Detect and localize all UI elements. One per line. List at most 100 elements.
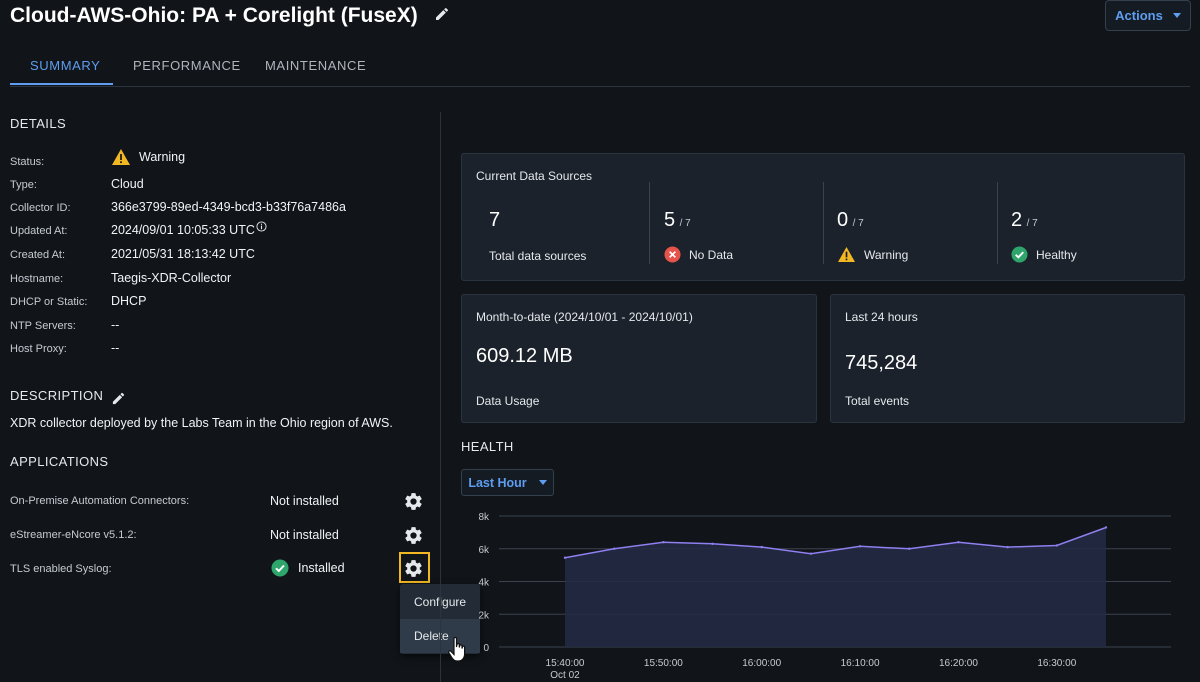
- description-heading-text: DESCRIPTION: [10, 388, 104, 403]
- gear-icon[interactable]: [403, 525, 424, 546]
- chevron-down-icon: [1172, 13, 1181, 18]
- app-label-syslog: TLS enabled Syslog:: [10, 563, 112, 575]
- data-sources-card: Current Data Sources 7 Total data source…: [461, 153, 1185, 281]
- usage-card: Month-to-date (2024/10/01 - 2024/10/01) …: [461, 294, 817, 423]
- events-label: Total events: [845, 394, 910, 408]
- warning-count: 0 / 7: [837, 209, 864, 232]
- error-circle-icon: [664, 246, 681, 263]
- gear-icon[interactable]: [403, 558, 424, 579]
- check-circle-icon: [271, 559, 289, 577]
- no-data-denominator: / 7: [679, 218, 691, 229]
- tab-performance[interactable]: PERFORMANCE: [133, 58, 241, 73]
- data-point: [809, 552, 813, 555]
- actions-label: Actions: [1115, 8, 1163, 23]
- column-divider: [440, 112, 441, 682]
- gear-focus-highlight: [399, 552, 430, 583]
- created-at-label: Created At:: [10, 249, 66, 261]
- x-tick-label: 15:40:00: [546, 658, 585, 669]
- time-range-label: Last Hour: [468, 475, 527, 490]
- total-sources-label: Total data sources: [489, 249, 587, 263]
- page-title: Cloud-AWS-Ohio: PA + Corelight (FuseX): [10, 4, 450, 28]
- hostname-label: Hostname:: [10, 273, 64, 285]
- data-sources-title: Current Data Sources: [476, 169, 593, 183]
- separator: [649, 182, 650, 264]
- health-heading: HEALTH: [461, 439, 514, 454]
- data-point: [957, 541, 960, 544]
- details-heading: DETAILS: [10, 116, 67, 131]
- usage-value: 609.12 MB: [476, 345, 573, 367]
- actions-button[interactable]: Actions: [1105, 0, 1191, 31]
- data-point: [1104, 526, 1108, 529]
- data-point: [858, 545, 862, 548]
- events-card: Last 24 hours 745,284 Total events: [830, 294, 1185, 423]
- no-data-label: No Data: [689, 247, 734, 262]
- status-value: Warning: [111, 148, 185, 166]
- events-value: 745,284: [845, 352, 918, 374]
- active-tab-indicator: [10, 83, 113, 85]
- check-circle-icon: [1011, 246, 1028, 263]
- description-text: XDR collector deployed by the Labs Team …: [10, 416, 393, 430]
- y-tick-label: 6k: [478, 545, 490, 556]
- pencil-icon[interactable]: [111, 391, 126, 406]
- collector-id-value: 366e3799-89ed-4349-bcd3-b33f76a7486a: [111, 200, 346, 214]
- applications-heading: APPLICATIONS: [10, 454, 109, 469]
- warning-label: Warning: [864, 247, 909, 262]
- updated-at-value: 2024/09/01 10:05:33 UTC: [111, 221, 267, 237]
- healthy-label: Healthy: [1036, 247, 1077, 262]
- app-label-estreamer: eStreamer-eNcore v5.1.2:: [10, 529, 137, 541]
- healthy-number: 2: [1011, 209, 1023, 231]
- x-tick-label: 16:20:00: [939, 658, 978, 669]
- hand-cursor-icon: [448, 636, 466, 662]
- healthy-count: 2 / 7: [1011, 209, 1038, 232]
- pencil-icon[interactable]: [434, 4, 450, 28]
- data-point: [563, 556, 567, 559]
- x-date-label: Oct 02: [550, 670, 580, 681]
- warning-number: 0: [837, 209, 849, 231]
- x-tick-label: 16:10:00: [841, 658, 880, 669]
- created-at-value: 2021/05/31 18:13:42 UTC: [111, 247, 255, 261]
- dhcp-value: DHCP: [111, 294, 147, 308]
- warning-status: Warning: [837, 246, 908, 263]
- y-tick-label: 4k: [478, 578, 490, 589]
- app-label-automation: On-Premise Automation Connectors:: [10, 495, 190, 507]
- status-text: Warning: [139, 150, 186, 164]
- hostname-value: Taegis-XDR-Collector: [111, 271, 232, 285]
- data-point: [612, 547, 616, 550]
- warning-icon: [112, 149, 130, 165]
- usage-title: Month-to-date (2024/10/01 - 2024/10/01): [476, 310, 693, 324]
- total-sources-count: 7: [489, 209, 501, 231]
- app-status-automation: Not installed: [270, 494, 339, 508]
- dhcp-label: DHCP or Static:: [10, 296, 88, 308]
- tab-bar: SUMMARY PERFORMANCE MAINTENANCE: [10, 48, 1190, 87]
- x-tick-label: 16:00:00: [742, 658, 781, 669]
- healthy-status: Healthy: [1011, 246, 1077, 263]
- data-point: [1006, 545, 1009, 549]
- x-tick-label: 16:30:00: [1037, 658, 1076, 669]
- y-tick-label: 8k: [478, 512, 490, 523]
- y-tick-label: 0: [483, 643, 489, 654]
- ntp-servers-label: NTP Servers:: [10, 320, 76, 332]
- no-data-number: 5: [664, 209, 676, 231]
- page-title-text: Cloud-AWS-Ohio: PA + Corelight (FuseX): [10, 4, 418, 27]
- healthy-denominator: / 7: [1026, 218, 1038, 229]
- app-status-syslog-text: Installed: [298, 561, 345, 575]
- tab-summary[interactable]: SUMMARY: [30, 58, 101, 73]
- app-status-syslog: Installed: [271, 559, 345, 577]
- info-icon[interactable]: [256, 221, 267, 232]
- gear-icon[interactable]: [403, 491, 424, 512]
- type-label: Type:: [10, 179, 37, 191]
- host-proxy-value: --: [111, 341, 120, 355]
- no-data-count: 5 / 7: [664, 209, 691, 232]
- series-area: [565, 527, 1106, 647]
- collector-id-label: Collector ID:: [10, 202, 71, 214]
- updated-at-label: Updated At:: [10, 225, 68, 237]
- warning-denominator: / 7: [852, 218, 864, 229]
- type-value: Cloud: [111, 177, 144, 191]
- tab-maintenance[interactable]: MAINTENANCE: [265, 58, 367, 73]
- app-status-estreamer: Not installed: [270, 528, 339, 542]
- chevron-down-icon: [538, 480, 547, 485]
- data-point: [908, 547, 911, 550]
- data-point: [760, 545, 763, 549]
- time-range-dropdown[interactable]: Last Hour: [461, 469, 554, 496]
- events-title: Last 24 hours: [845, 310, 918, 324]
